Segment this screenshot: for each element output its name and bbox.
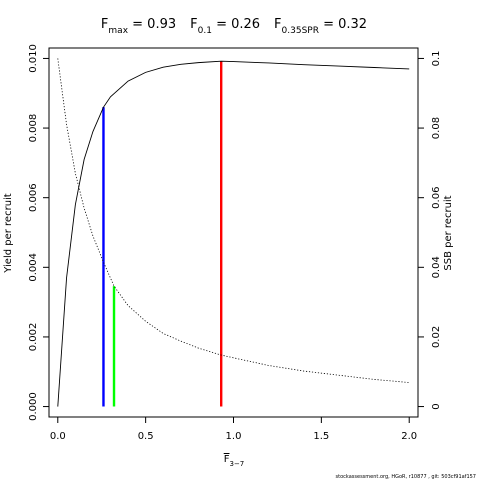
y2-tick-label: 0.06 bbox=[431, 187, 442, 209]
y2-tick-label: 0.02 bbox=[431, 326, 442, 348]
x-axis: 0.0 0.5 1.0 1.5 2.0 bbox=[50, 416, 417, 442]
y-tick-label: 0.008 bbox=[28, 114, 39, 143]
x-tick-label: 1.0 bbox=[226, 431, 242, 442]
y-tick-label: 0.000 bbox=[28, 392, 39, 421]
x-tick-label: 2.0 bbox=[401, 431, 417, 442]
y-tick-label: 0.004 bbox=[28, 253, 39, 282]
title-part-0-sub: max bbox=[108, 26, 128, 36]
y-tick-label: 0.010 bbox=[28, 44, 39, 73]
y-tick-label: 0.006 bbox=[28, 183, 39, 212]
x-axis-title-base: F bbox=[224, 454, 230, 465]
x-axis-title: F3−7 bbox=[224, 454, 245, 468]
title-part-2-value: = 0.32 bbox=[319, 17, 367, 32]
y-axis-title: Yield per recruit bbox=[3, 193, 14, 274]
y2-tick-label: 0.08 bbox=[431, 117, 442, 139]
y2-tick-label: 0 bbox=[431, 403, 442, 409]
footer-text: stockassessment.org, HGoR, r10877 , git:… bbox=[336, 474, 476, 480]
title-part-0-value: = 0.93 bbox=[128, 17, 176, 32]
title-part-2-sub: 0.35SPR bbox=[282, 26, 319, 36]
reference-lines bbox=[102, 61, 223, 407]
x-tick-label: 0.5 bbox=[138, 431, 154, 442]
title-part-1-sub: 0.1 bbox=[198, 26, 212, 36]
y-axis-right: 0 0.02 0.04 0.06 0.08 0.1 bbox=[418, 50, 442, 410]
y2-tick-label: 0.1 bbox=[431, 50, 442, 66]
x-tick-label: 0.0 bbox=[50, 431, 66, 442]
chart-title: Fmax = 0.93 F0.1 = 0.26 F0.35SPR = 0.32 bbox=[101, 17, 367, 36]
series-layer bbox=[57, 58, 410, 407]
title-part-2-base: F bbox=[274, 17, 281, 32]
y2-tick-label: 0.04 bbox=[431, 256, 442, 278]
x-tick-label: 1.5 bbox=[313, 431, 329, 442]
yield-per-recruit-line bbox=[57, 60, 410, 407]
y-axis-left: 0.000 0.002 0.004 0.006 0.008 0.010 bbox=[28, 44, 49, 421]
y2-axis-title: SSB per recruit bbox=[443, 195, 454, 270]
ssb-per-recruit-line bbox=[57, 58, 410, 383]
title-part-1-value: = 0.26 bbox=[212, 17, 260, 32]
x-axis-title-sub: 3−7 bbox=[229, 460, 244, 468]
title-part-1-base: F bbox=[190, 17, 197, 32]
title-part-0-base: F bbox=[101, 17, 108, 32]
y-tick-label: 0.002 bbox=[28, 323, 39, 352]
